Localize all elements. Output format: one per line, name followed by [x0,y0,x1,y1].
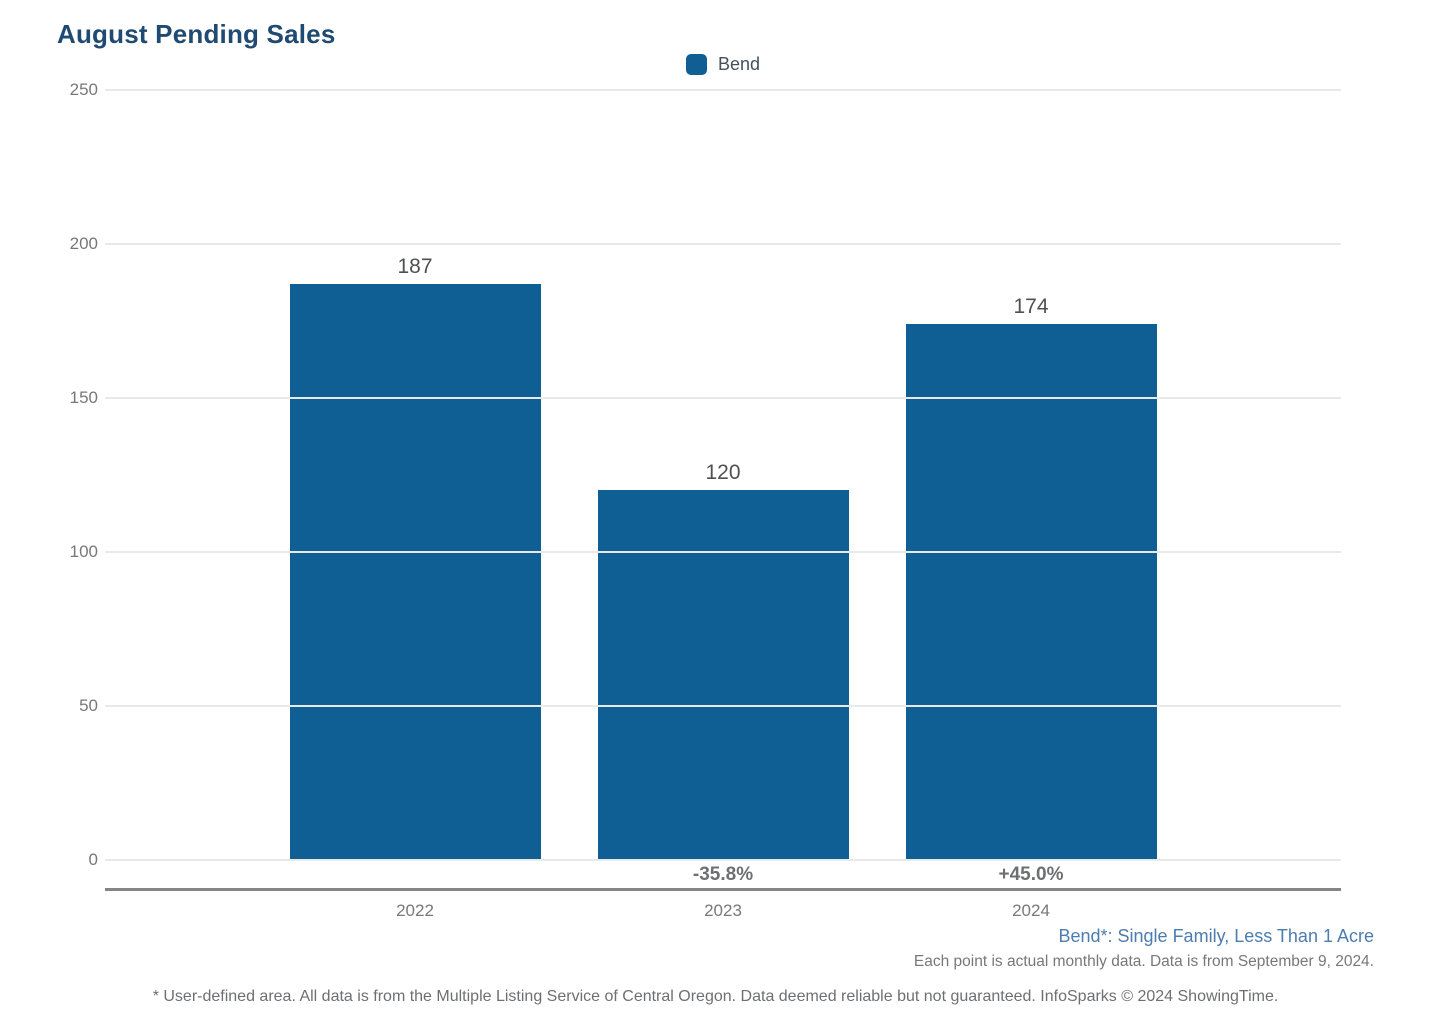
gridline [105,551,1341,553]
chart-title: August Pending Sales [57,19,336,49]
y-axis-tick-label: 100 [69,542,98,561]
gridline [105,859,1341,861]
y-axis-tick-label: 0 [88,850,98,869]
bar [905,324,1157,860]
bars-row: 187 120 174 [105,90,1341,860]
bar-value-label: 174 [1013,295,1049,319]
footnote: * User-defined area. All data is from th… [152,988,1279,1005]
x-axis-label: 2022 [396,901,434,920]
change-label: -35.8% [692,864,754,885]
gridline [105,397,1341,399]
gridline [105,89,1341,91]
y-axis-tick-label: 200 [69,234,98,253]
change-label: +45.0% [998,864,1064,885]
x-axis-line [105,888,1341,891]
bar-value-label: 120 [705,461,741,485]
bar-value-label: 187 [397,255,433,279]
gridline [105,243,1341,245]
plot-area: 187 120 174 0 50 100 150 200 250 [70,80,1341,869]
bar-column: 187 [289,90,541,860]
bar-column: 120 [597,90,849,860]
change-label [290,863,541,887]
y-axis-tick-label: 150 [69,388,98,407]
bar [289,284,541,860]
y-axis-tick-label: 50 [79,696,98,715]
data-source-note: Each point is actual monthly data. Data … [913,953,1374,970]
legend-label: Bend [717,54,761,74]
legend: Bend [105,54,1341,75]
bar-column: 174 [905,90,1157,860]
bar [597,490,849,860]
x-axis-label: 2024 [1012,901,1050,920]
gridline [105,705,1341,707]
legend-swatch-icon [685,54,707,75]
x-axis-row: 2022 2023 2024 [105,900,1341,922]
change-row: -35.8% +45.0% [105,863,1341,887]
y-axis-tick-label: 250 [69,80,98,99]
series-description: Bend*: Single Family, Less Than 1 Acre [1058,926,1374,946]
x-axis-label: 2023 [704,901,742,920]
annotations: Bend*: Single Family, Less Than 1 Acre E… [914,924,1374,974]
